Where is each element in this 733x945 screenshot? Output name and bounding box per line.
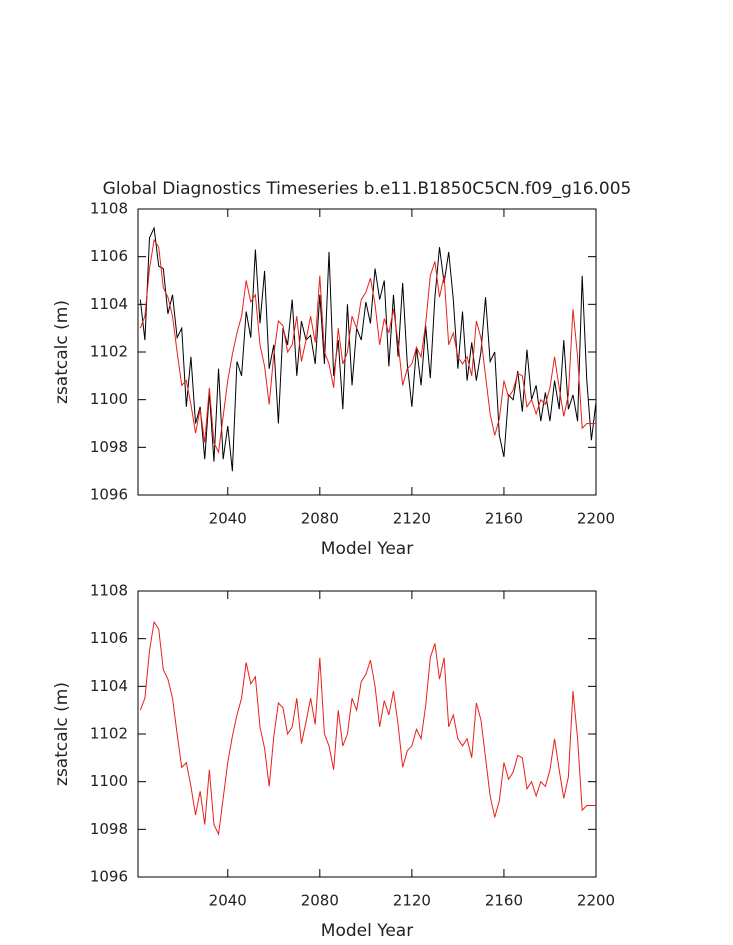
y-tick-label: 1098	[90, 820, 128, 838]
y-tick-label: 1108	[90, 582, 128, 600]
x-tick-label: 2040	[209, 510, 247, 528]
y-tick-label: 1108	[90, 200, 128, 218]
x-tick-label: 2200	[577, 510, 615, 528]
y-axis-label: zsatcalc (m)	[52, 300, 72, 404]
x-tick-label: 2160	[485, 510, 523, 528]
x-axis-label: Model Year	[321, 539, 413, 559]
y-tick-label: 1102	[90, 343, 128, 361]
y-tick-label: 1104	[90, 677, 128, 695]
y-tick-label: 1100	[90, 772, 128, 790]
y-tick-label: 1096	[90, 486, 128, 504]
y-tick-label: 1098	[90, 438, 128, 456]
y-tick-label: 1104	[90, 295, 128, 313]
x-tick-label: 2040	[209, 892, 247, 910]
chart-title: Global Diagnostics Timeseries b.e11.B185…	[103, 179, 632, 199]
series-line	[139, 238, 596, 454]
y-tick-label: 1106	[90, 629, 128, 647]
y-tick-label: 1102	[90, 725, 128, 743]
y-tick-label: 1106	[90, 247, 128, 265]
y-axis-label: zsatcalc (m)	[52, 682, 72, 786]
x-tick-label: 2120	[393, 892, 431, 910]
x-axis-label: Model Year	[321, 921, 413, 941]
x-tick-label: 2080	[301, 892, 339, 910]
series-line	[139, 226, 597, 472]
y-tick-label: 1096	[90, 868, 128, 886]
plot-frame	[137, 590, 597, 878]
x-tick-label: 2160	[485, 892, 523, 910]
y-tick-label: 1100	[90, 390, 128, 408]
x-tick-label: 2080	[301, 510, 339, 528]
x-tick-label: 2120	[393, 510, 431, 528]
series-line	[139, 620, 596, 836]
x-tick-label: 2200	[577, 892, 615, 910]
